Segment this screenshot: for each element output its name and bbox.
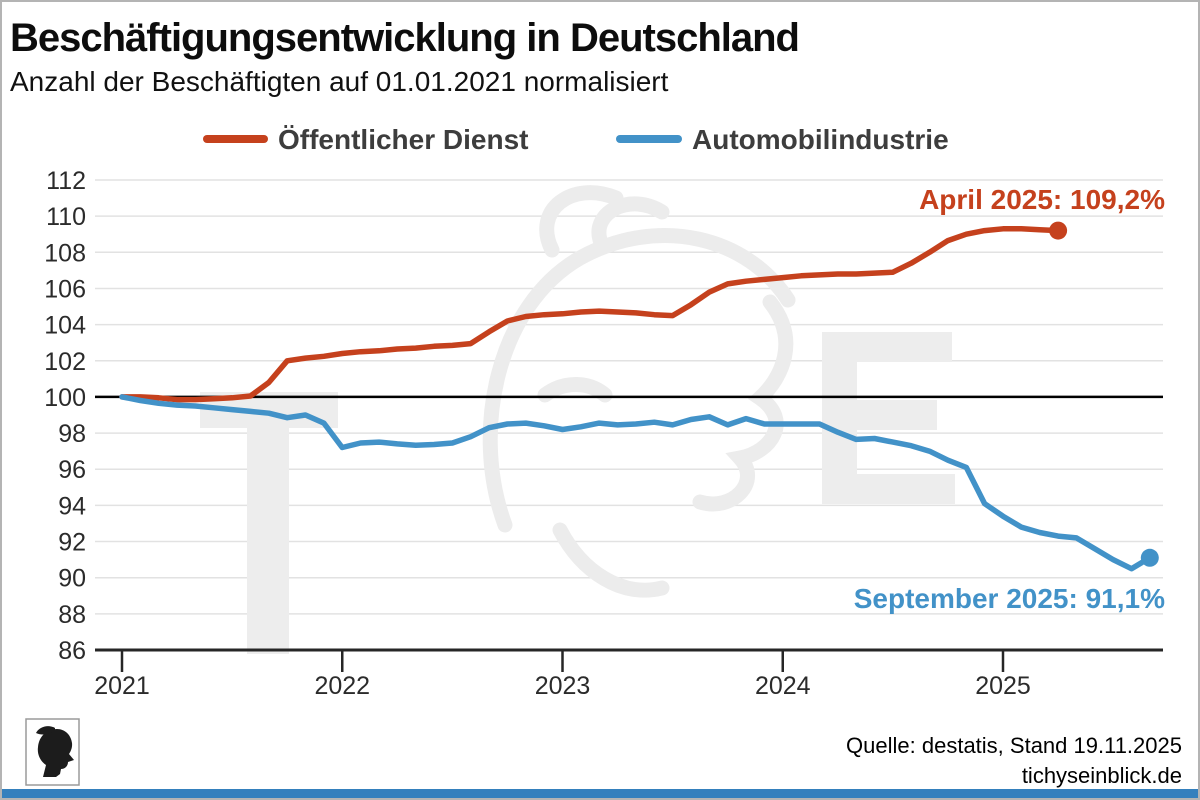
y-tick-label: 98 xyxy=(58,420,86,448)
legend-label-auto-industry: Automobilindustrie xyxy=(692,124,949,155)
x-tick-label: 2023 xyxy=(535,672,591,700)
x-tick-label: 2021 xyxy=(94,672,150,700)
y-tick-label: 92 xyxy=(58,529,86,557)
y-tick-label: 86 xyxy=(58,637,86,665)
data-series xyxy=(119,221,1159,572)
x-tick-label: 2024 xyxy=(755,672,811,700)
y-axis-labels: 86 88 90 92 94 96 98 100 102 104 106 108 110 112 xyxy=(44,167,86,665)
legend-label-public-service: Öffentlicher Dienst xyxy=(278,124,528,155)
website-note: tichyseinblick.de xyxy=(1022,763,1182,788)
x-axis: 2021 2022 2023 2024 2025 xyxy=(94,648,1163,700)
y-tick-label: 112 xyxy=(46,167,86,195)
page-title: Beschäftigungsentwicklung in Deutschland xyxy=(10,16,799,60)
logo-head-icon xyxy=(36,726,74,777)
series-line xyxy=(119,226,1061,403)
y-tick-label: 108 xyxy=(44,239,86,267)
series-line xyxy=(119,394,1153,572)
y-tick-label: 110 xyxy=(46,203,86,231)
y-tick-label: 94 xyxy=(58,492,86,520)
watermark-logo xyxy=(200,185,955,654)
source-note: Quelle: destatis, Stand 19.11.2025 xyxy=(846,733,1182,758)
x-tick-label: 2022 xyxy=(314,672,370,700)
y-tick-label: 104 xyxy=(44,312,86,340)
site-logo xyxy=(25,718,80,786)
y-tick-label: 96 xyxy=(58,456,86,484)
page-subtitle: Anzahl der Beschäftigten auf 01.01.2021 … xyxy=(10,66,669,97)
annotation-auto-industry: September 2025: 91,1% xyxy=(854,583,1165,614)
y-tick-label: 102 xyxy=(44,348,86,376)
series-end-dot xyxy=(1140,548,1159,567)
series-end-dot xyxy=(1049,221,1068,240)
bottom-accent-bar xyxy=(0,789,1200,800)
legend: Öffentlicher Dienst Automobilindustrie xyxy=(203,124,949,155)
annotation-public-service: April 2025: 109,2% xyxy=(919,184,1165,215)
y-tick-label: 88 xyxy=(58,601,86,629)
watermark-head-icon xyxy=(482,185,796,598)
y-tick-label: 106 xyxy=(44,275,86,303)
y-tick-label: 100 xyxy=(44,384,86,412)
y-tick-label: 90 xyxy=(58,565,86,593)
x-tick-label: 2025 xyxy=(975,672,1031,700)
